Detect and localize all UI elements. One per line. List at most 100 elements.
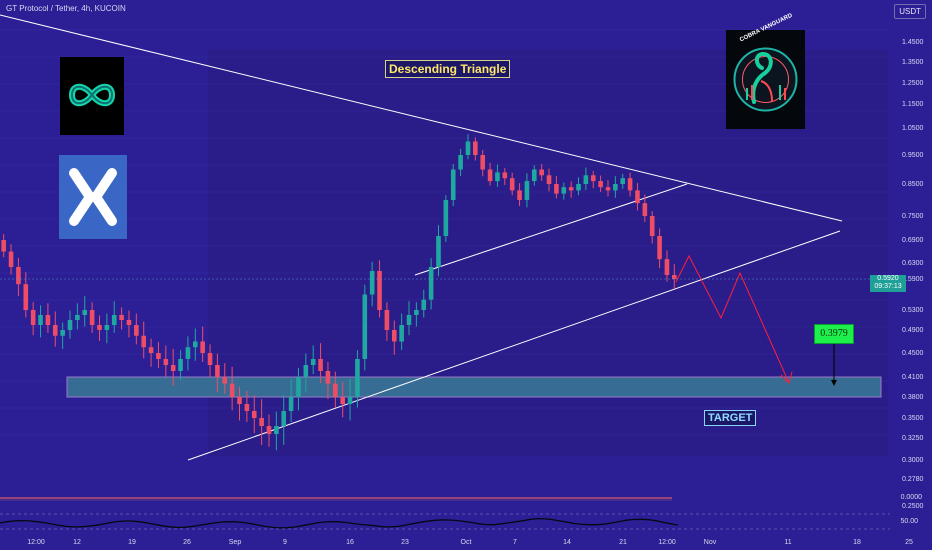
price-axis-label: 1.0500 (902, 125, 924, 132)
candle-body (126, 320, 132, 325)
candle-body (259, 418, 264, 426)
candle-body (613, 184, 618, 191)
currency-badge[interactable]: USDT (894, 4, 926, 19)
candle-body (458, 155, 463, 170)
candle-body (104, 325, 110, 330)
candle-body (531, 169, 537, 182)
candle-body (443, 200, 449, 236)
x-logo-icon (69, 168, 117, 226)
candle-body (288, 397, 294, 411)
candle-body (296, 377, 301, 397)
candle-body (303, 365, 309, 377)
candle-body (377, 271, 382, 310)
time-axis-label: 23 (401, 539, 409, 546)
candle-body (45, 315, 51, 325)
candle-body (391, 330, 397, 342)
time-axis-label: Nov (704, 539, 717, 546)
candle-body (244, 404, 250, 411)
projection-arrowhead (780, 371, 793, 384)
candle-body (495, 172, 500, 182)
candle-body (192, 341, 198, 348)
candle-body (384, 310, 390, 330)
candle-body (67, 320, 73, 330)
price-axis-label: 0.7500 (902, 213, 924, 220)
candle-body (23, 284, 29, 310)
candle-body (362, 294, 368, 359)
candle-body (119, 315, 124, 320)
candle-body (347, 397, 353, 404)
candle-body (318, 359, 323, 371)
price-axis-label: 0.3250 (902, 435, 924, 442)
candle-body (561, 187, 567, 194)
candle-body (16, 267, 21, 285)
price-axis-label: 0.4500 (902, 350, 924, 357)
cobra-vanguard-logo-icon (733, 47, 798, 112)
inner-support-line (414, 183, 688, 276)
candle-body (134, 325, 139, 336)
candle-body (620, 178, 626, 184)
time-axis-label: Sep (229, 539, 242, 546)
symbol-label: GT Protocol / Tether, 4h, KUCOIN (6, 4, 126, 13)
candle-body (178, 359, 183, 371)
candle-body (60, 330, 65, 336)
upper-trendline (0, 14, 843, 222)
projection-path (675, 254, 790, 384)
candle-body (436, 236, 441, 267)
time-axis-label: 16 (346, 539, 354, 546)
candle-body (325, 371, 331, 384)
candle-body (8, 251, 14, 267)
time-axis-label: 19 (128, 539, 136, 546)
price-axis-label: 1.3500 (902, 59, 924, 66)
price-axis-label: 0.2500 (902, 503, 924, 510)
time-axis-label: 11 (784, 539, 791, 546)
candle-body (89, 310, 95, 325)
price-axis-label: 1.4500 (902, 39, 924, 46)
candle-body (310, 359, 316, 365)
countdown-timer: 09:37:13 (874, 283, 902, 290)
callout-arrowhead (831, 380, 837, 386)
candle-body (97, 325, 102, 330)
candle-body (340, 397, 345, 404)
target-price-callout: 0.3979 (814, 324, 854, 344)
candle-body (473, 141, 478, 155)
candle-body (82, 310, 88, 315)
candle-body (200, 341, 205, 353)
price-axis-label: 0.2780 (902, 476, 924, 483)
price-axis-label: 1.1500 (902, 101, 924, 108)
candle-body (156, 353, 161, 359)
candle-body (539, 169, 544, 176)
time-axis-label: 12 (73, 539, 81, 546)
oscillator-line (0, 517, 679, 529)
candle-body (450, 169, 456, 200)
candle-body (554, 184, 559, 194)
candle-body (237, 397, 242, 404)
candle-body (627, 178, 633, 191)
time-axis-label: 14 (563, 539, 571, 546)
price-axis-label: 0.6900 (902, 237, 924, 244)
candle-body (642, 203, 648, 216)
candle-body (141, 335, 147, 348)
candle-body (598, 181, 603, 188)
candle-body (170, 365, 176, 371)
candle-body (281, 411, 287, 426)
candle-body (649, 216, 655, 236)
candle-body (487, 169, 493, 182)
candle-body (222, 377, 228, 384)
oscillator-fifty-label: 50.00 (900, 518, 918, 525)
candle-body (229, 383, 235, 397)
target-zone (66, 376, 882, 398)
current-price-badge: 0.5920 09:37:13 (870, 275, 906, 292)
candle-body (333, 383, 338, 397)
price-axis-label: 0.6300 (902, 260, 924, 267)
infinity-logo (60, 57, 124, 135)
candle-body (207, 353, 213, 365)
price-axis-label: 0.4900 (902, 327, 924, 334)
candle-body (546, 175, 552, 184)
candle-body (465, 141, 471, 155)
lower-trendline (187, 230, 841, 461)
candle-body (111, 315, 117, 325)
candle-body (672, 275, 677, 279)
candle-body (524, 181, 530, 200)
target-label: TARGET (704, 410, 757, 426)
